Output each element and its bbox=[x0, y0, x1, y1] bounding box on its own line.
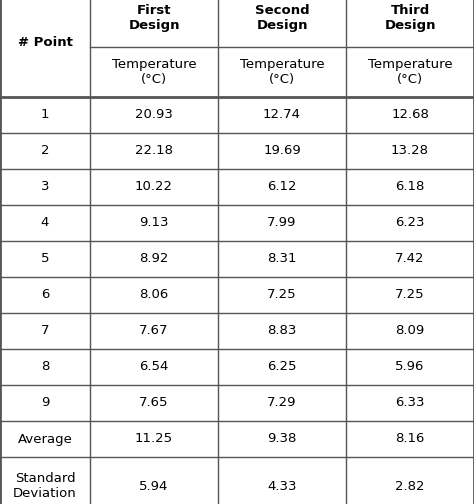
Text: 12.68: 12.68 bbox=[391, 108, 429, 121]
Text: 8.31: 8.31 bbox=[267, 253, 297, 266]
Text: First
Design: First Design bbox=[128, 4, 180, 32]
Text: 5: 5 bbox=[41, 253, 49, 266]
Text: 6.18: 6.18 bbox=[395, 180, 425, 194]
Text: 6.25: 6.25 bbox=[267, 360, 297, 373]
Text: 13.28: 13.28 bbox=[391, 145, 429, 157]
Text: 7.65: 7.65 bbox=[139, 397, 169, 409]
Text: 3: 3 bbox=[41, 180, 49, 194]
Text: 7.67: 7.67 bbox=[139, 325, 169, 338]
Text: 7.99: 7.99 bbox=[267, 217, 297, 229]
Text: 12.74: 12.74 bbox=[263, 108, 301, 121]
Text: 6.54: 6.54 bbox=[139, 360, 169, 373]
Text: 9: 9 bbox=[41, 397, 49, 409]
Text: 7: 7 bbox=[41, 325, 49, 338]
Text: 8.83: 8.83 bbox=[267, 325, 297, 338]
Text: Temperature
(°C): Temperature (°C) bbox=[112, 58, 196, 86]
Text: 6: 6 bbox=[41, 288, 49, 301]
Text: 8.92: 8.92 bbox=[139, 253, 169, 266]
Text: Standard
Deviation: Standard Deviation bbox=[13, 472, 77, 500]
Text: 8: 8 bbox=[41, 360, 49, 373]
Text: Second
Design: Second Design bbox=[255, 4, 310, 32]
Text: 5.94: 5.94 bbox=[139, 479, 169, 492]
Text: 10.22: 10.22 bbox=[135, 180, 173, 194]
Text: 22.18: 22.18 bbox=[135, 145, 173, 157]
Text: 4: 4 bbox=[41, 217, 49, 229]
Text: 6.33: 6.33 bbox=[395, 397, 425, 409]
Text: 8.06: 8.06 bbox=[139, 288, 169, 301]
Text: # Point: # Point bbox=[18, 36, 73, 49]
Text: 7.42: 7.42 bbox=[395, 253, 425, 266]
Text: 1: 1 bbox=[41, 108, 49, 121]
Text: 8.16: 8.16 bbox=[395, 432, 425, 446]
Text: Third
Design: Third Design bbox=[384, 4, 436, 32]
Text: 2: 2 bbox=[41, 145, 49, 157]
Text: Temperature
(°C): Temperature (°C) bbox=[240, 58, 324, 86]
Text: 6.23: 6.23 bbox=[395, 217, 425, 229]
Text: 19.69: 19.69 bbox=[263, 145, 301, 157]
Text: 5.96: 5.96 bbox=[395, 360, 425, 373]
Text: 2.82: 2.82 bbox=[395, 479, 425, 492]
Text: 7.25: 7.25 bbox=[395, 288, 425, 301]
Text: 9.13: 9.13 bbox=[139, 217, 169, 229]
Text: Temperature
(°C): Temperature (°C) bbox=[368, 58, 452, 86]
Text: 7.25: 7.25 bbox=[267, 288, 297, 301]
Text: 20.93: 20.93 bbox=[135, 108, 173, 121]
Text: 11.25: 11.25 bbox=[135, 432, 173, 446]
Text: 9.38: 9.38 bbox=[267, 432, 297, 446]
Text: 4.33: 4.33 bbox=[267, 479, 297, 492]
Text: 7.29: 7.29 bbox=[267, 397, 297, 409]
Text: Average: Average bbox=[18, 432, 73, 446]
Text: 8.09: 8.09 bbox=[395, 325, 425, 338]
Text: 6.12: 6.12 bbox=[267, 180, 297, 194]
